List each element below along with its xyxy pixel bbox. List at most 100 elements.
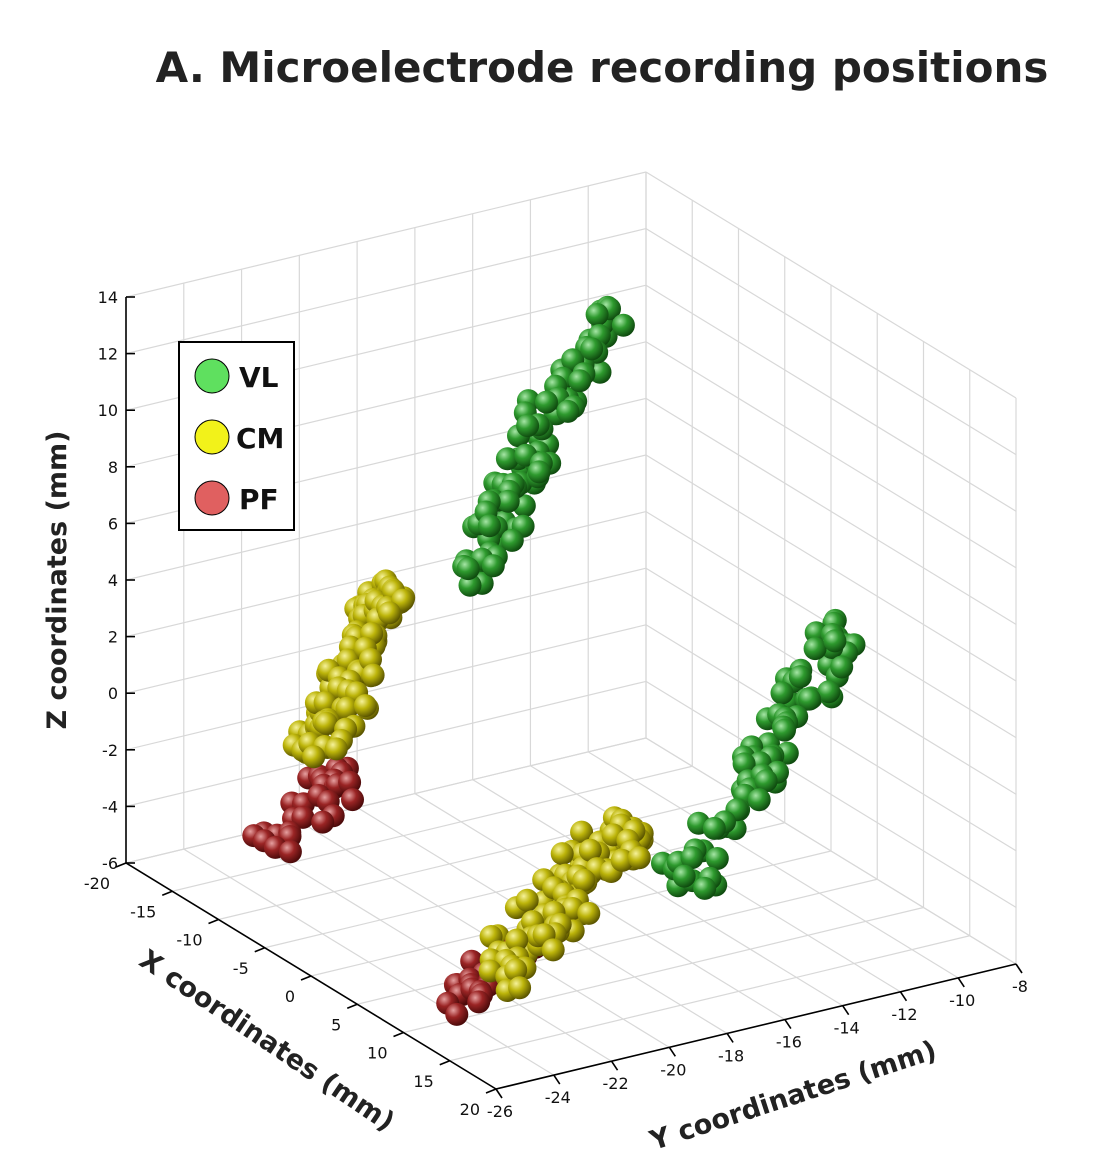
grid-line-side-z xyxy=(645,284,1017,512)
data-point-vl xyxy=(773,718,796,742)
y-tick-label: -8 xyxy=(1012,977,1028,996)
data-point-vl xyxy=(516,414,540,438)
data-point-pf xyxy=(291,805,315,829)
z-axis-title: Z coordinates (mm) xyxy=(42,430,73,729)
data-point-vl xyxy=(770,681,794,705)
x-tick-mark xyxy=(393,1031,404,1038)
x-tick-mark xyxy=(346,1003,358,1009)
z-tick-label: 0 xyxy=(108,684,118,703)
data-point-cm xyxy=(377,601,401,625)
grid-line-floor-y xyxy=(241,834,612,1062)
y-tick-mark xyxy=(1015,963,1023,974)
grid-line-back-z xyxy=(125,624,647,751)
y-axis-line xyxy=(495,963,1017,1090)
x-tick-mark xyxy=(254,947,266,953)
grid-line-floor-y xyxy=(587,751,959,979)
x-tick-label: -15 xyxy=(130,902,156,921)
data-point-vl xyxy=(496,489,520,513)
z-tick-label: 8 xyxy=(108,458,118,477)
grid-line-floor-x xyxy=(449,935,970,1062)
z-tick-label: -6 xyxy=(102,854,118,873)
y-tick-mark xyxy=(726,1033,734,1043)
y-tick-label: -14 xyxy=(834,1019,860,1038)
data-point-vl xyxy=(788,665,812,689)
grid-line-back-z xyxy=(125,228,647,355)
data-point-cm xyxy=(577,901,601,925)
data-point-cm xyxy=(508,976,532,1000)
x-tick-label: -20 xyxy=(84,874,110,893)
y-tick-mark xyxy=(899,991,908,1002)
grid-line-back-z xyxy=(125,737,647,864)
z-tick-label: -4 xyxy=(102,797,118,816)
data-point-vl xyxy=(535,390,558,414)
data-point-vl xyxy=(705,847,729,870)
data-point-cm xyxy=(515,888,539,912)
legend-marker-pf xyxy=(194,480,230,516)
data-point-vl xyxy=(797,687,821,711)
z-tick-label: 12 xyxy=(98,345,118,364)
data-point-vl xyxy=(568,369,592,393)
grid-line-floor-y xyxy=(414,793,786,1021)
x-tick-mark xyxy=(485,1088,497,1094)
grid-line-side-z xyxy=(645,454,1017,682)
grid-line-side-z xyxy=(645,341,1017,569)
data-point-vl xyxy=(458,573,482,597)
data-point-vl xyxy=(580,337,604,361)
data-point-vl xyxy=(477,514,501,538)
y-tick-label: -26 xyxy=(487,1102,513,1121)
data-point-cm xyxy=(302,745,326,769)
grid-line-floor-x xyxy=(357,878,878,1005)
x-tick-label: 0 xyxy=(285,987,295,1006)
data-point-vl xyxy=(803,637,827,661)
data-point-pf xyxy=(445,1002,469,1026)
data-point-cm xyxy=(505,928,529,952)
data-point-cm xyxy=(578,838,602,862)
y-tick-label: -16 xyxy=(776,1033,802,1052)
y-tick-label: -20 xyxy=(660,1060,686,1079)
y-tick-label: -12 xyxy=(891,1005,917,1024)
data-point-pf xyxy=(338,770,362,794)
grid-line-side-z xyxy=(645,737,1017,965)
y-axis-title: Y coordinates (mm) xyxy=(645,1035,940,1157)
x-tick-mark xyxy=(208,918,219,925)
data-point-vl xyxy=(500,528,524,552)
legend-label-vl: VL xyxy=(239,361,279,394)
data-point-vl xyxy=(830,655,854,679)
x-tick-mark xyxy=(300,975,312,981)
data-point-vl xyxy=(702,816,726,840)
data-point-vl xyxy=(527,460,551,484)
data-point-vl xyxy=(817,680,841,704)
data-point-pf xyxy=(467,990,491,1014)
z-tick-label: 14 xyxy=(98,288,118,307)
grid-line-side-z xyxy=(645,397,1017,625)
grid-line-floor-y xyxy=(183,848,555,1076)
y-tick-mark xyxy=(842,1005,850,1016)
data-point-cm xyxy=(313,691,337,715)
y-tick-mark xyxy=(784,1019,792,1029)
data-point-vl xyxy=(672,864,696,888)
grid-line-back-z xyxy=(125,680,647,807)
x-tick-mark xyxy=(161,890,173,896)
data-point-pf xyxy=(311,810,335,834)
x-tick-label: -5 xyxy=(233,959,249,978)
data-point-vl xyxy=(556,399,580,423)
data-point-vl xyxy=(754,769,778,793)
x-axis-title: X coordinates (mm) xyxy=(134,944,400,1138)
legend-marker-cm xyxy=(194,419,230,455)
y-tick-label: -10 xyxy=(949,991,975,1010)
y-tick-label: -22 xyxy=(602,1074,628,1093)
data-point-vl xyxy=(747,788,771,812)
y-tick-mark xyxy=(957,977,965,988)
data-point-cm xyxy=(324,737,348,761)
y-tick-label: -18 xyxy=(718,1046,744,1065)
x-tick-mark xyxy=(439,1060,451,1066)
data-point-vl xyxy=(680,846,704,870)
data-point-cm xyxy=(610,848,634,872)
legend-label-cm: CM xyxy=(236,422,284,455)
data-point-vl xyxy=(693,876,717,900)
grid-line-side-z xyxy=(645,680,1017,908)
grid-line-side-z xyxy=(645,171,1017,399)
point-layer xyxy=(242,295,866,1026)
data-point-cm xyxy=(353,694,377,718)
grid-line-floor-x xyxy=(218,793,739,921)
